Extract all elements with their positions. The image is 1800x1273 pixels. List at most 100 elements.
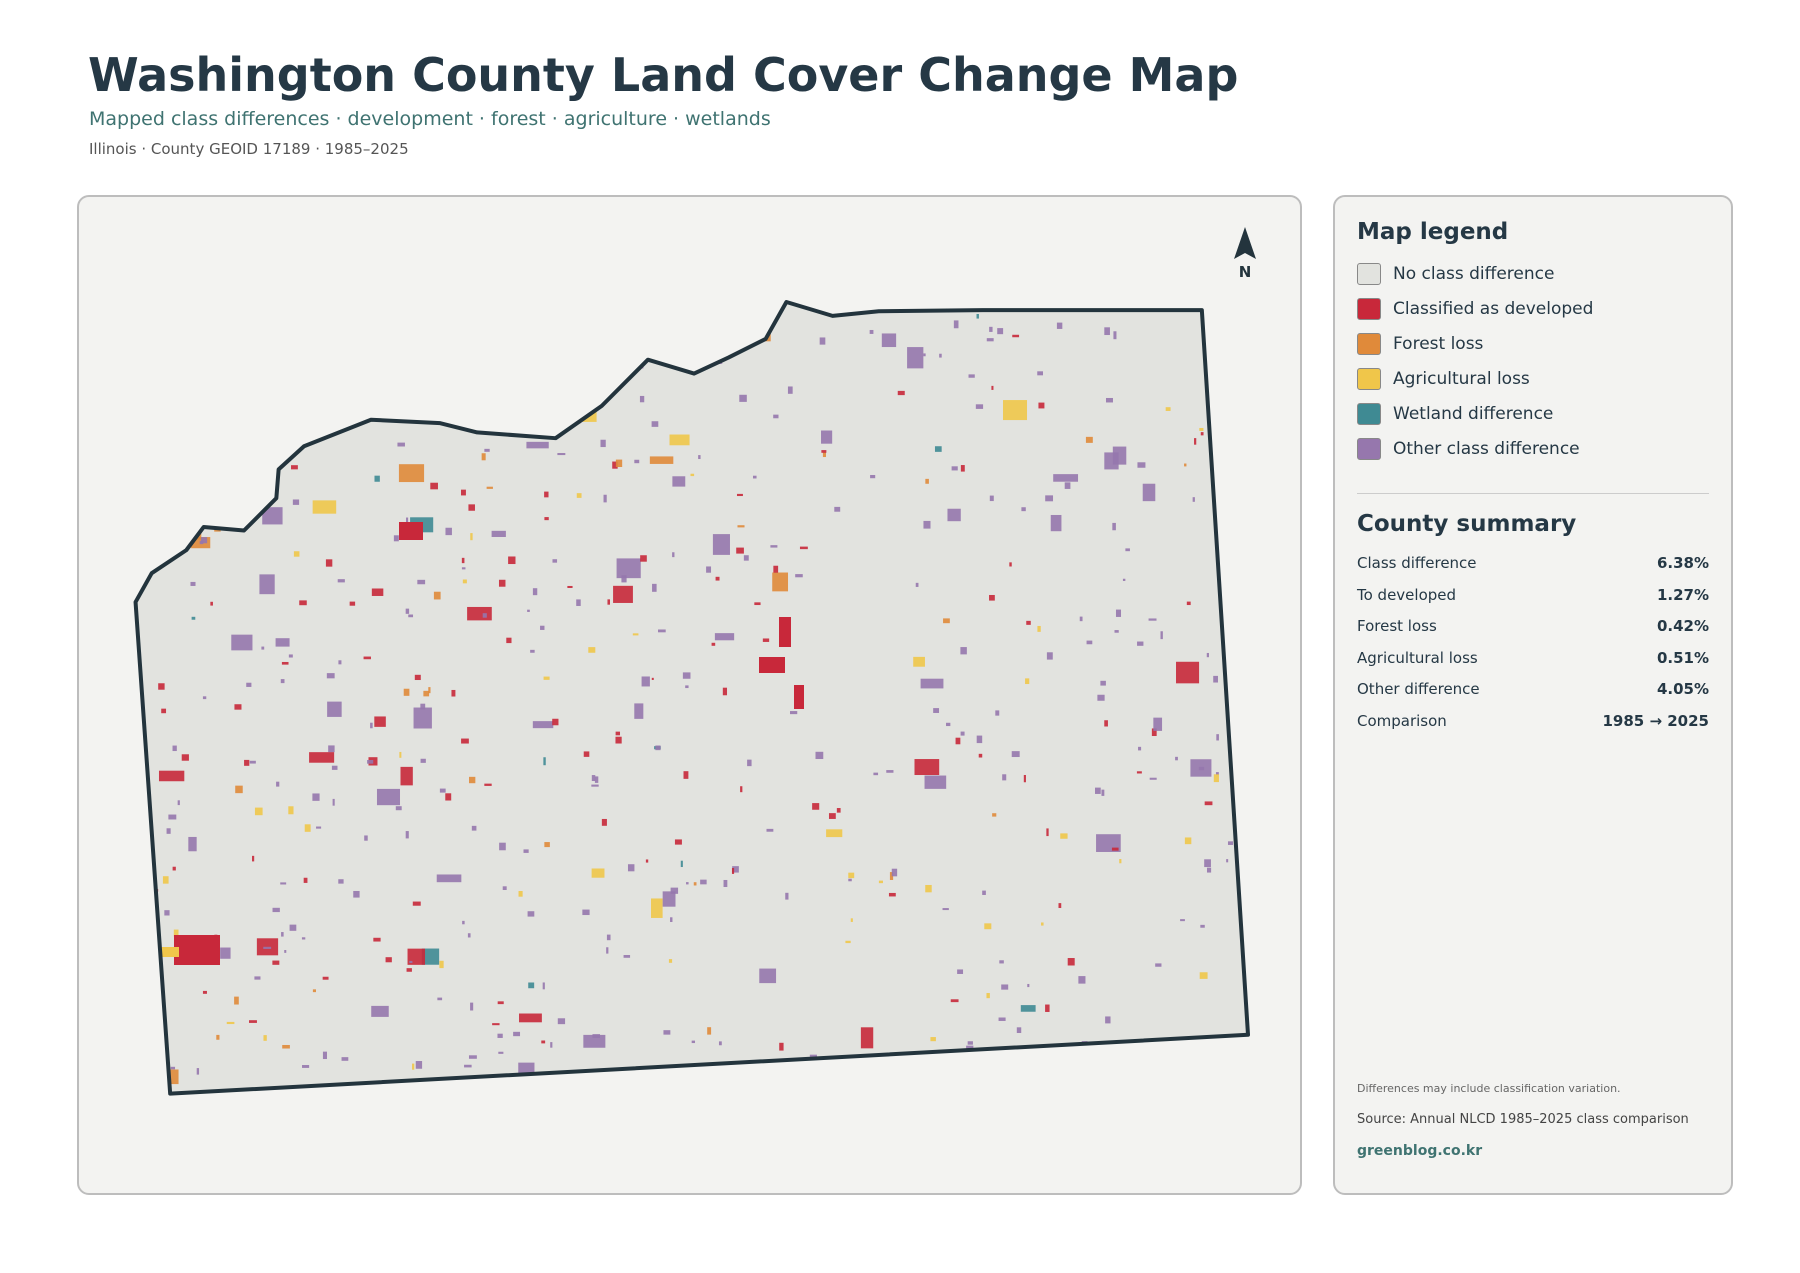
change-patch [243, 464, 247, 471]
change-patch [1009, 562, 1012, 567]
summary-row: Class difference 6.38% [1357, 554, 1709, 572]
change-patch [1147, 1110, 1154, 1113]
change-patch [454, 315, 458, 321]
change-patch [567, 585, 573, 588]
summary-value: 0.42% [1656, 617, 1709, 635]
change-patch [634, 459, 640, 464]
change-patch [740, 786, 743, 793]
change-patch [467, 933, 471, 938]
change-patch [963, 302, 967, 304]
change-patch [672, 476, 686, 487]
change-patch [420, 703, 426, 710]
change-patch [971, 1129, 977, 1131]
change-patch [773, 414, 779, 419]
change-patch [497, 1001, 504, 1005]
change-patch [1014, 1052, 1019, 1056]
change-patch [1153, 717, 1163, 731]
change-patch [815, 751, 824, 760]
change-patch [989, 594, 995, 601]
change-patch [468, 504, 475, 511]
change-patch [327, 701, 342, 717]
change-patch [723, 879, 728, 888]
change-patch [1204, 801, 1213, 806]
change-patch [997, 328, 1004, 335]
change-patch [915, 582, 919, 587]
change-patch [600, 439, 606, 448]
legend-swatch [1357, 368, 1381, 390]
change-patch [700, 879, 707, 885]
change-patch [1180, 1128, 1184, 1134]
change-patch [481, 453, 486, 461]
change-patch [520, 375, 526, 379]
change-patch [307, 1122, 314, 1127]
north-label: N [1239, 263, 1252, 281]
change-patch [821, 430, 833, 444]
summary-value: 4.05% [1656, 680, 1709, 698]
change-patch [762, 638, 770, 642]
change-patch [828, 813, 836, 819]
change-patch [1210, 1102, 1213, 1108]
change-patch [1213, 675, 1218, 683]
change-patch [552, 718, 559, 726]
change-patch [166, 828, 171, 834]
change-patch [989, 326, 993, 332]
legend-swatch [1357, 438, 1381, 460]
change-patch [1290, 366, 1298, 374]
change-patch [1012, 334, 1020, 338]
change-patch [1190, 302, 1197, 305]
change-patch [848, 872, 855, 879]
change-patch [405, 831, 409, 839]
change-patch [1022, 1126, 1025, 1129]
change-patch [1278, 591, 1285, 595]
change-patch [170, 1066, 176, 1070]
change-patch [1059, 1096, 1063, 1102]
change-patch [470, 1002, 474, 1011]
change-patch [1128, 1109, 1133, 1114]
legend-item: No class difference [1357, 263, 1554, 285]
change-patch [652, 583, 657, 592]
change-patch [337, 579, 345, 583]
change-patch [1095, 1083, 1099, 1090]
change-patch [736, 547, 744, 554]
change-patch [591, 868, 605, 878]
change-patch [407, 948, 426, 965]
change-patch [1237, 429, 1243, 434]
change-patch [162, 876, 169, 884]
change-patch [150, 534, 158, 538]
change-patch [1278, 1112, 1281, 1120]
change-patch [376, 788, 401, 806]
change-patch [705, 1139, 719, 1151]
change-patch [261, 646, 265, 650]
change-patch [738, 1088, 744, 1092]
change-patch [672, 552, 675, 558]
change-patch [621, 575, 627, 583]
change-patch [661, 321, 683, 337]
change-patch [441, 1166, 448, 1170]
change-patch [204, 1156, 206, 1161]
change-patch [779, 1042, 784, 1051]
change-patch [1282, 1112, 1286, 1117]
change-patch [960, 465, 965, 472]
developed-area [759, 657, 785, 673]
change-patch [591, 784, 599, 787]
change-patch [267, 353, 275, 357]
change-patch [210, 601, 213, 606]
change-patch [889, 872, 894, 880]
change-patch [1025, 678, 1030, 685]
change-patch [1002, 774, 1007, 781]
change-patch [412, 901, 421, 906]
change-patch [1027, 983, 1030, 988]
change-patch [445, 527, 452, 536]
change-patch [1199, 972, 1208, 979]
change-patch [557, 453, 566, 456]
change-patch [686, 882, 689, 885]
legend-item: Classified as developed [1357, 298, 1593, 320]
change-patch [293, 551, 300, 557]
change-patch [713, 1154, 720, 1157]
change-patch [460, 489, 466, 496]
developed-area [399, 522, 423, 540]
change-patch [787, 386, 793, 394]
change-patch [693, 882, 697, 886]
change-patch [618, 1143, 621, 1147]
change-patch [1047, 1121, 1049, 1123]
